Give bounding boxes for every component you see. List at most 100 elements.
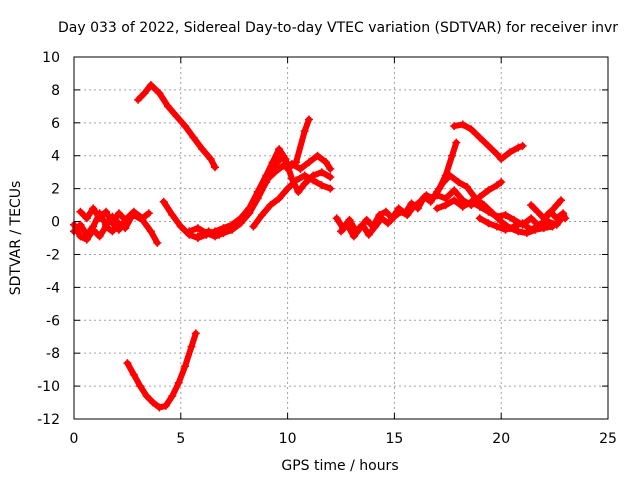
data-point-s13 [475, 192, 484, 201]
y-tick-label: -6 [46, 313, 60, 329]
data-point-s7 [292, 158, 301, 167]
data-point-s12 [484, 141, 493, 150]
data-point-s9 [292, 176, 301, 185]
data-point-s9 [309, 176, 318, 185]
data-point-s6 [322, 158, 330, 167]
data-point-s15 [510, 222, 518, 231]
data-point-s11 [337, 227, 345, 236]
data-point-s14 [475, 202, 484, 211]
data-point-s9 [283, 184, 292, 193]
data-point-s10 [452, 138, 461, 147]
data-point-s11 [369, 222, 377, 231]
data-point-s10 [364, 230, 373, 239]
x-tick-label: 15 [385, 431, 403, 447]
y-tick-labels: -12 -10 -8 -6 -4 -2 0 2 4 6 8 10 [37, 50, 60, 428]
y-tick-label: 4 [51, 149, 60, 165]
data-point-s16 [561, 214, 570, 223]
x-tick-label: 10 [279, 431, 297, 447]
data-point-s4 [146, 81, 155, 89]
data-point-s16 [533, 207, 542, 216]
data-point-s16 [527, 201, 536, 210]
data-point-s4 [140, 89, 149, 98]
data-point-s3 [89, 204, 98, 213]
data-point-s15 [484, 219, 493, 228]
data-point-s14 [467, 197, 476, 206]
data-point-s11 [349, 232, 358, 241]
series-line-s9 [250, 172, 334, 230]
data-point-s14 [552, 201, 561, 210]
data-point-s11 [407, 199, 416, 208]
data-point-s16 [539, 214, 548, 223]
y-tick-label: -8 [46, 346, 60, 362]
data-point-s11 [375, 211, 384, 219]
data-point-s5 [191, 329, 200, 338]
x-tick-label: 5 [176, 431, 185, 447]
chart-title: Day 033 of 2022, Sidereal Day-to-day VTE… [58, 20, 618, 36]
data-point-s8 [294, 187, 303, 196]
data-point-s13 [497, 178, 506, 187]
data-point-s13 [433, 191, 442, 200]
data-point-s6 [313, 151, 322, 160]
data-point-s4 [206, 155, 215, 163]
data-point-s3 [114, 209, 123, 218]
data-point-s14 [492, 212, 501, 221]
data-point-s8 [268, 158, 277, 167]
data-point-s5 [174, 378, 183, 387]
data-point-s13 [424, 194, 433, 203]
data-point-s12 [505, 148, 514, 157]
data-point-s5 [136, 382, 145, 391]
data-point-s9 [266, 201, 275, 210]
data-point-s4 [155, 89, 164, 98]
y-tick-label: -12 [37, 412, 60, 428]
y-tick-label: 10 [42, 50, 60, 66]
data-point-s8 [236, 217, 245, 226]
y-tick-label: 8 [51, 83, 60, 99]
data-point-s11 [356, 224, 365, 233]
x-tick-labels: 0 5 10 15 20 25 [70, 431, 617, 447]
data-point-s4 [134, 95, 143, 104]
data-point-s9 [249, 222, 258, 231]
data-point-s4 [189, 133, 198, 142]
data-point-s13 [484, 186, 493, 195]
data-point-s11 [362, 215, 371, 224]
data-point-s12 [467, 125, 476, 134]
data-point-s5 [187, 342, 196, 351]
data-point-s11 [381, 207, 390, 216]
data-point-s5 [149, 398, 157, 407]
data-point-s15 [518, 219, 527, 228]
series-line-s5 [124, 330, 199, 411]
data-point-s6 [168, 211, 177, 219]
data-point-s2 [102, 222, 110, 231]
data-point-s3 [138, 214, 147, 223]
data-point-s9 [258, 211, 266, 219]
data-point-s7 [193, 224, 202, 233]
data-point-s2 [76, 232, 85, 241]
data-point-s11 [514, 227, 523, 236]
data-point-s11 [388, 214, 397, 223]
data-point-s10 [384, 219, 392, 228]
data-point-s8 [245, 204, 254, 213]
data-point-s11 [439, 178, 448, 187]
y-tick-label: 0 [51, 215, 60, 231]
y-tick-label: 6 [51, 116, 60, 132]
data-point-s13 [450, 186, 459, 195]
data-point-s8 [204, 227, 213, 236]
data-point-s5 [129, 370, 138, 379]
data-point-s13 [492, 181, 501, 190]
data-point-s2 [121, 224, 130, 233]
x-tick-label: 0 [70, 431, 79, 447]
data-point-s14 [450, 196, 459, 205]
data-point-s8 [275, 145, 284, 154]
data-point-s9 [300, 171, 309, 180]
data-point-s15 [475, 214, 484, 223]
data-point-s4 [172, 112, 181, 121]
data-point-s12 [450, 122, 459, 131]
data-point-s1 [153, 238, 162, 247]
data-point-s8 [225, 225, 234, 234]
data-point-s4 [198, 145, 207, 154]
data-point-s8 [193, 232, 202, 241]
data-point-s2 [108, 227, 117, 236]
y-tick-label: -4 [46, 280, 60, 296]
plot-frame [73, 56, 609, 420]
